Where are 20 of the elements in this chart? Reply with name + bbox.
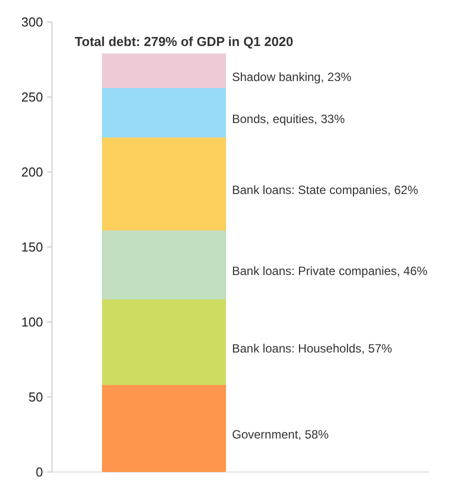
y-tick-label: 50 (28, 390, 43, 405)
bar (102, 230, 226, 300)
series-label: Government, 58% (232, 428, 330, 442)
series-label: Bank loans: State companies, 62% (232, 183, 418, 197)
text: Total debt: 279% of GDP in Q1 2020 (74, 34, 294, 49)
series-label: Bank loans: Households, 57% (232, 341, 392, 356)
bar (102, 54, 226, 88)
y-tick-label: 200 (21, 164, 43, 180)
bar (102, 138, 226, 230)
y-tick-label: 250 (21, 90, 43, 105)
series-label: Bonds, equities, 33% (232, 112, 346, 126)
bar (102, 300, 226, 385)
y-tick-label: 100 (21, 314, 43, 330)
bar (102, 88, 226, 138)
bar (102, 385, 226, 472)
y-tick-label: 150 (21, 240, 43, 255)
series-label: Shadow banking, 23% (232, 70, 352, 84)
y-tick-label: 0 (36, 464, 43, 480)
y-tick-label: 300 (21, 14, 43, 30)
series-label: Bank loans: Private companies, 46% (232, 264, 428, 278)
